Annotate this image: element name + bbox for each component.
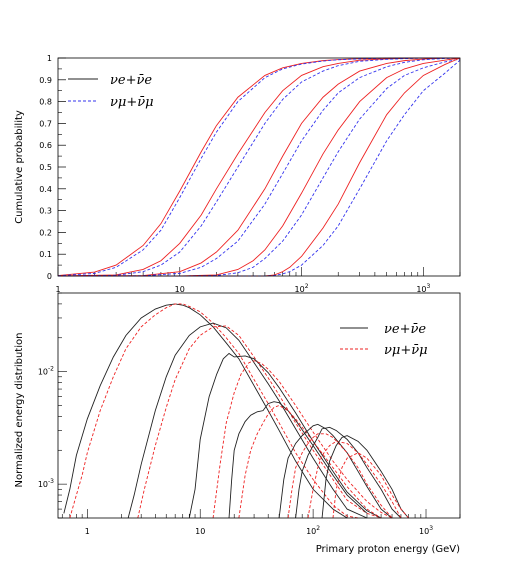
bottom-y-tick-label: 10-3 [38, 478, 54, 489]
bottom-series-9-numu [287, 433, 393, 519]
bottom-series-8-nue [278, 423, 393, 519]
bottom-series-10-nue [295, 426, 402, 519]
top-x-tick-label: 1 [55, 285, 60, 294]
bottom-x-tick-label: 10 [195, 527, 205, 536]
top-frame [57, 57, 461, 277]
top-y-tick-label: 0.9 [39, 76, 52, 85]
bottom-x-tick-label: 1 [85, 527, 90, 536]
bottom-x-axis-label: Primary proton energy (GeV) [316, 544, 460, 555]
bottom-series-2-nue [127, 322, 368, 519]
top-series-3-numu [57, 57, 460, 277]
bottom-legend-entry-mu: νμ+ν̄μ [384, 343, 428, 358]
top-series-9-numu [58, 59, 461, 277]
top-x-tick-label: 103 [416, 283, 430, 294]
top-y-axis-label: Cumulative probability [14, 110, 25, 224]
top-x-tick-label: 10 [175, 285, 185, 294]
top-y-tick-label: 1 [47, 54, 52, 63]
top-series-7-numu [58, 58, 461, 277]
top-series-0-nue [57, 57, 460, 277]
bottom-y-tick-label: 10-2 [38, 366, 54, 377]
top-y-tick-label: 0.3 [39, 207, 52, 216]
top-series-2-nue [57, 57, 460, 277]
top-y-tick-label: 0 [47, 272, 52, 281]
bottom-series-3-numu [137, 325, 382, 519]
bottom-plot-area: 10-3 10-2 1 10 102 103 [38, 292, 461, 536]
top-legend-entry-e: νe+ν̄e [110, 73, 152, 88]
top-y-tick-label: 0.7 [39, 119, 52, 128]
energy-distribution-panel: Normalized energy distribution 10-310-21… [14, 292, 461, 555]
top-y-tick-label: 0.5 [39, 163, 52, 172]
bottom-series-6-nue [228, 401, 368, 519]
bottom-frame [57, 292, 461, 519]
bottom-x-tick-label: 102 [306, 525, 320, 536]
top-series-6-nue [58, 57, 461, 277]
top-y-tick-label: 0.4 [39, 185, 52, 194]
top-legend: νe+ν̄e νμ+ν̄μ [68, 73, 154, 110]
bottom-series-5-numu [212, 360, 393, 519]
top-plot-area: 0 0.1 0.2 0.3 0.4 0.5 0.6 0.7 0.8 0.9 1 1 10 102 103 [39, 54, 461, 294]
bottom-series-11-numu [307, 440, 402, 519]
bottom-y-axis-label: Normalized energy distribution [14, 333, 25, 488]
bottom-series-4-nue [188, 352, 382, 519]
bottom-legend: νe+ν̄e νμ+ν̄μ [340, 322, 428, 358]
top-y-tick-label: 0.2 [39, 228, 52, 237]
bottom-series-1-numu [69, 303, 359, 519]
top-y-tick-label: 0.8 [39, 98, 52, 107]
bottom-series-7-numu [238, 405, 382, 519]
bottom-series-0-nue [63, 303, 348, 519]
top-y-tick-label: 0.6 [39, 141, 52, 150]
bottom-x-tick-label: 103 [419, 525, 433, 536]
top-legend-entry-mu: νμ+ν̄μ [110, 95, 154, 110]
top-series-1-numu [57, 57, 460, 277]
bottom-series-12-nue [321, 435, 409, 519]
cumulative-panel: Cumulative probability 00.10.20.30.40.50… [14, 54, 461, 294]
top-series-5-numu [57, 57, 461, 277]
top-series-8-nue [58, 57, 461, 277]
top-x-tick-label: 102 [295, 283, 309, 294]
top-y-tick-label: 0.1 [39, 250, 52, 259]
bottom-series-13-numu [332, 452, 409, 519]
bottom-legend-entry-e: νe+ν̄e [384, 322, 426, 337]
top-series-4-nue [57, 57, 461, 277]
